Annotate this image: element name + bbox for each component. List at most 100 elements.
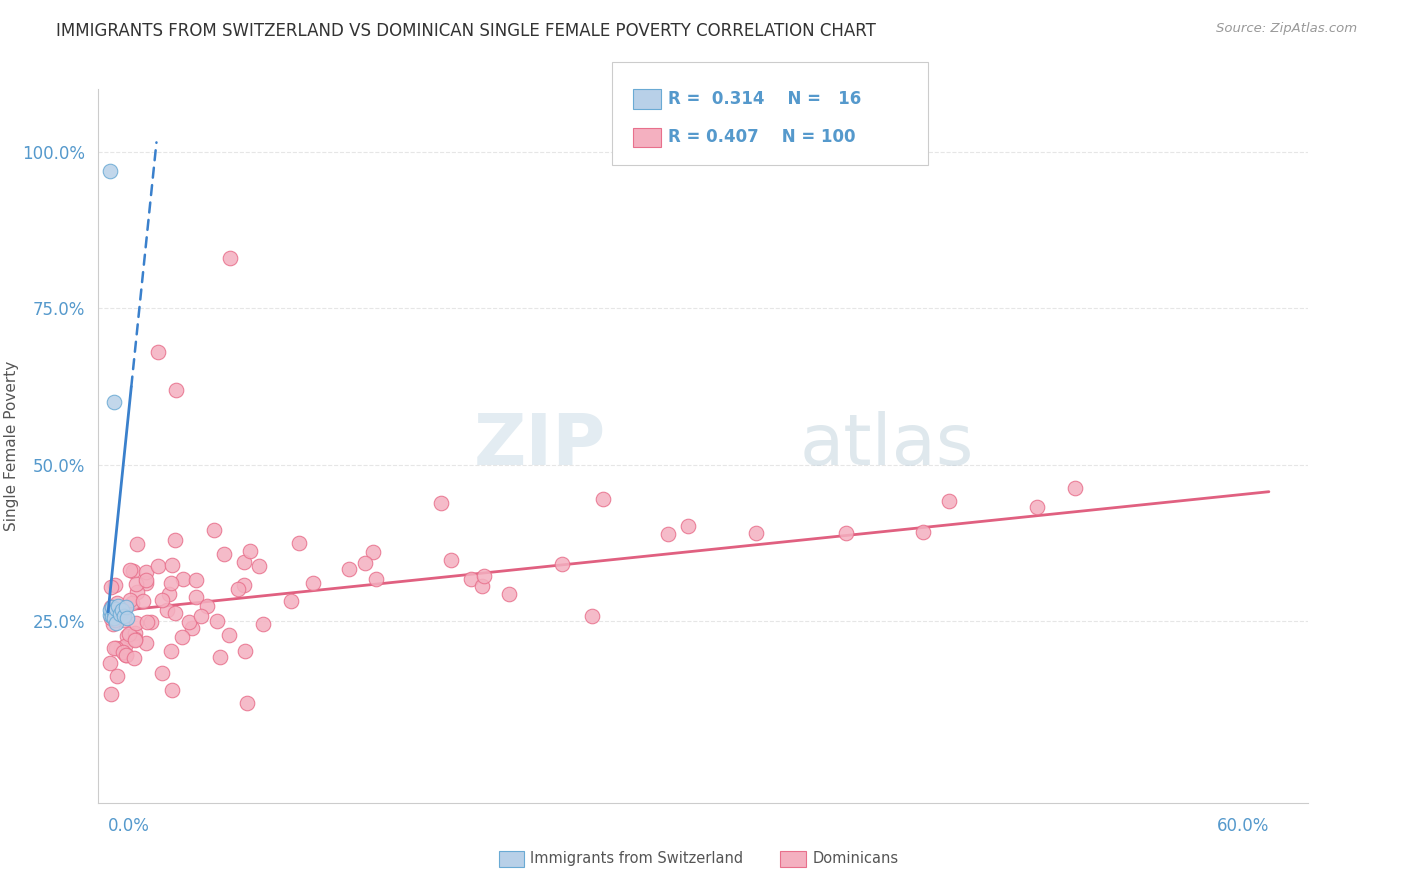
Point bbox=[100, 611, 122, 625]
Point bbox=[744, 525, 766, 540]
Point bbox=[101, 616, 124, 631]
Point bbox=[98, 656, 121, 670]
Point bbox=[160, 576, 183, 591]
Point bbox=[103, 640, 125, 655]
Point bbox=[252, 617, 274, 632]
Point bbox=[103, 605, 125, 619]
Point bbox=[1025, 500, 1047, 514]
Point bbox=[124, 632, 146, 646]
Point bbox=[110, 641, 132, 656]
Point bbox=[471, 578, 494, 592]
Point bbox=[235, 696, 257, 710]
Point bbox=[105, 669, 128, 683]
Point bbox=[157, 587, 180, 601]
Point bbox=[127, 585, 149, 599]
Point bbox=[150, 592, 173, 607]
Point bbox=[205, 615, 228, 629]
Point bbox=[114, 640, 136, 654]
Point bbox=[112, 613, 135, 627]
Point bbox=[195, 599, 218, 613]
Point bbox=[115, 648, 138, 662]
Point bbox=[121, 564, 143, 578]
Point bbox=[98, 607, 121, 622]
Point bbox=[834, 526, 856, 541]
Point bbox=[108, 607, 131, 621]
Point bbox=[135, 636, 157, 650]
Point bbox=[124, 633, 146, 648]
Point bbox=[146, 558, 169, 573]
Point bbox=[118, 564, 141, 578]
Point bbox=[118, 626, 141, 640]
Point bbox=[180, 621, 202, 635]
Point bbox=[114, 600, 136, 615]
Point bbox=[288, 536, 311, 550]
Point bbox=[209, 649, 232, 664]
Point bbox=[165, 606, 187, 620]
Point bbox=[121, 596, 143, 610]
Point bbox=[112, 609, 135, 624]
Point bbox=[104, 601, 127, 615]
Point bbox=[107, 596, 129, 610]
Point bbox=[100, 687, 122, 701]
Point bbox=[150, 666, 173, 681]
Point bbox=[233, 644, 256, 658]
Point bbox=[212, 547, 235, 561]
Point bbox=[146, 345, 169, 359]
Point bbox=[156, 603, 179, 617]
Point bbox=[160, 558, 183, 573]
Point bbox=[364, 572, 387, 586]
Text: 60.0%: 60.0% bbox=[1216, 817, 1268, 835]
Point bbox=[98, 603, 121, 617]
Point bbox=[165, 383, 187, 397]
Point bbox=[136, 615, 159, 630]
Point bbox=[163, 533, 186, 548]
Point bbox=[135, 573, 157, 587]
Text: R =  0.314    N =   16: R = 0.314 N = 16 bbox=[668, 90, 860, 108]
Text: 0.0%: 0.0% bbox=[108, 817, 150, 835]
Point bbox=[184, 573, 207, 587]
Point bbox=[247, 559, 270, 574]
Point bbox=[107, 599, 129, 613]
Point bbox=[581, 609, 603, 624]
Point bbox=[302, 575, 325, 590]
Text: Source: ZipAtlas.com: Source: ZipAtlas.com bbox=[1216, 22, 1357, 36]
Point bbox=[1064, 481, 1087, 495]
Text: ZIP: ZIP bbox=[474, 411, 606, 481]
Point bbox=[111, 603, 134, 617]
Point bbox=[353, 557, 375, 571]
Point bbox=[139, 615, 162, 630]
Point bbox=[135, 565, 157, 579]
Point bbox=[498, 587, 520, 601]
Text: R = 0.407    N = 100: R = 0.407 N = 100 bbox=[668, 128, 855, 146]
Point bbox=[122, 651, 145, 665]
Point bbox=[460, 573, 482, 587]
Point bbox=[233, 555, 256, 569]
Point bbox=[440, 553, 463, 567]
Point bbox=[226, 582, 249, 596]
Point bbox=[361, 545, 384, 559]
Point bbox=[190, 608, 212, 623]
Point bbox=[551, 557, 574, 571]
Point bbox=[202, 523, 225, 537]
Point bbox=[105, 640, 128, 655]
Point bbox=[159, 644, 181, 658]
Point bbox=[115, 630, 138, 644]
Point bbox=[337, 562, 360, 576]
Point bbox=[124, 626, 146, 640]
Point bbox=[100, 580, 122, 594]
Point bbox=[430, 496, 453, 510]
Point bbox=[135, 575, 157, 590]
Point bbox=[100, 599, 122, 614]
Point bbox=[117, 611, 139, 625]
Y-axis label: Single Female Poverty: Single Female Poverty bbox=[4, 361, 18, 531]
Point bbox=[184, 591, 207, 605]
Point bbox=[218, 251, 240, 265]
Point bbox=[114, 648, 136, 662]
Point bbox=[104, 578, 127, 592]
Point bbox=[912, 524, 935, 539]
Point bbox=[172, 572, 194, 586]
Point bbox=[98, 163, 121, 178]
Point bbox=[101, 600, 124, 615]
Point bbox=[103, 611, 125, 625]
Point bbox=[657, 526, 679, 541]
